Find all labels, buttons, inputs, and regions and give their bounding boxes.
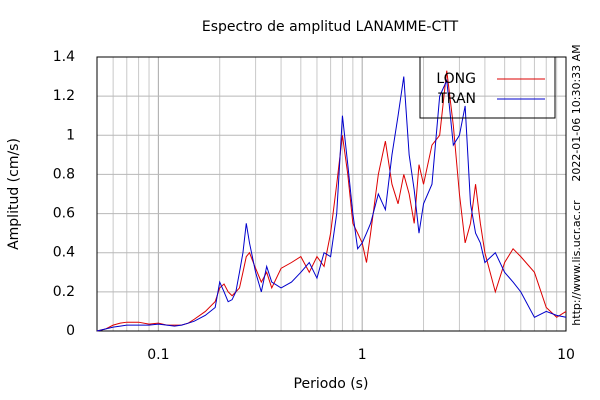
legend-label: LONG [436,71,476,87]
y-tick-label: 1 [66,127,75,143]
x-tick-label: 1 [358,347,367,363]
x-tick-label: 10 [557,347,575,363]
y-tick-label: 0.4 [53,245,75,261]
series-line [96,76,567,332]
chart-title: Espectro de amplitud LANAMME-CTT [202,19,459,35]
timestamp: 2022-01-06 10:30:33 AM [570,44,583,181]
y-tick-label: 0.8 [53,166,75,182]
x-axis-label: Periodo (s) [294,376,369,392]
source-url: http://www.lis.ucr.ac.cr [570,200,583,326]
x-tick-label: 0.1 [147,347,169,363]
y-tick-label: 0.6 [53,206,75,222]
y-tick-label: 0.2 [53,284,75,300]
legend-label: TRAN [437,91,476,107]
plot-frame [96,56,567,332]
series-line [96,70,567,332]
y-tick-label: 1.2 [53,88,75,104]
legend-box [419,56,556,119]
y-tick-label: 1.4 [53,49,75,65]
y-axis-label: Amplitud (cm/s) [6,138,22,250]
y-tick-label: 0 [66,323,75,339]
